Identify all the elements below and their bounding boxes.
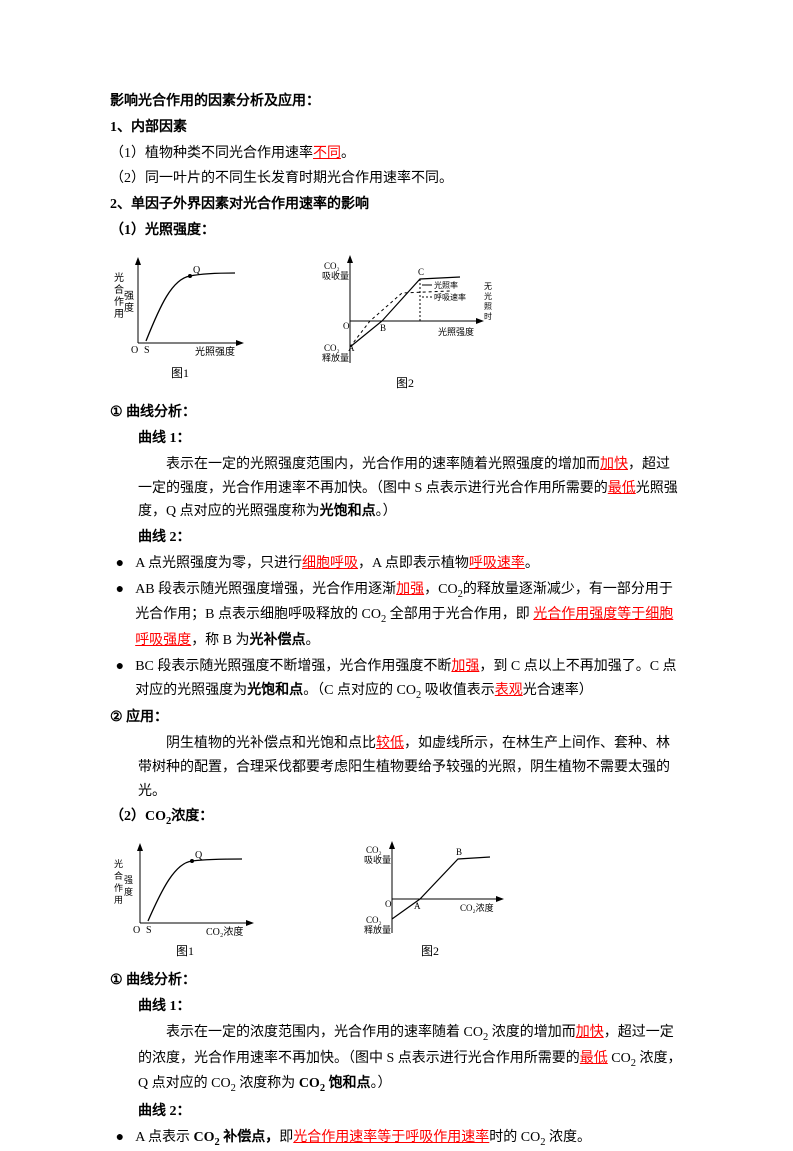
svg-text:度: 度 (124, 886, 133, 897)
svg-text:CO₂: CO₂ (366, 845, 382, 855)
svg-text:吸收量: 吸收量 (322, 270, 349, 281)
chart-2-svg: A B C O CO₂ 吸收量 CO₂ 释放量 光照强度 光照率 呼吸速率 无 … (310, 251, 500, 371)
svg-text:CO₂: CO₂ (324, 343, 340, 353)
curve1-text: 表示在一定的光照强度范围内，光合作用的速率随着光照强度的增加而加快，超过一定的强… (110, 453, 683, 524)
svg-text:C: C (418, 267, 424, 277)
svg-text:O: O (343, 321, 350, 331)
bullet-1: ● A 点光照强度为零，只进行细胞呼吸，A 点即表示植物呼吸速率。 (110, 552, 683, 576)
apply-head: ② 应用： (110, 706, 683, 730)
sec1-p1: （1）植物种类不同光合作用速率不同。 (110, 142, 683, 166)
svg-text:B: B (456, 847, 462, 857)
bullet-icon: ● (110, 1126, 135, 1150)
bullet-icon: ● (110, 552, 135, 576)
y-label: 光 (114, 271, 124, 284)
svg-text:O: O (131, 345, 138, 356)
co2-curve1-head: 曲线 1： (110, 995, 683, 1019)
x-label: CO₂浓度 (206, 925, 243, 938)
svg-text:用: 用 (114, 895, 123, 905)
curve1-head: 曲线 1： (110, 427, 683, 451)
curve2-head: 曲线 2： (110, 526, 683, 550)
svg-text:无: 无 (484, 282, 492, 291)
svg-text:用: 用 (114, 309, 124, 320)
chart-1-svg: Q 光 合 作 用 强 度 O S 光照强度 (110, 251, 250, 361)
chart-3-cap: 图1 (110, 941, 260, 961)
chart-2: A B C O CO₂ 吸收量 CO₂ 释放量 光照强度 光照率 呼吸速率 无 … (310, 251, 500, 393)
bullet-2: ● AB 段表示随光照强度增强，光合作用逐渐加强，CO2的释放量逐渐减少，有一部… (110, 578, 683, 653)
svg-text:Q: Q (195, 850, 203, 861)
sec1-p2: （2）同一叶片的不同生长发育时期光合作用速率不同。 (110, 167, 683, 191)
svg-text:B: B (380, 323, 386, 333)
svg-text:合: 合 (114, 283, 124, 296)
bullet-co2-1: ● A 点表示 CO2 补偿点，即光合作用速率等于呼吸作用速率时的 CO2 浓度… (110, 1126, 683, 1151)
svg-text:作: 作 (114, 296, 124, 308)
chart-1: Q 光 合 作 用 强 度 O S 光照强度 图1 (110, 251, 250, 393)
svg-text:度: 度 (124, 301, 134, 314)
svg-text:光: 光 (114, 858, 123, 869)
chart-4: A B O CO₂ 吸收量 CO₂ 释放量 CO₂浓度 图2 (350, 839, 510, 961)
svg-text:O: O (133, 925, 140, 936)
apply-text: 阴生植物的光补偿点和光饱和点比较低，如虚线所示，在林生产上间作、套种、林带树种的… (110, 732, 683, 803)
hl: 不同 (313, 146, 341, 161)
chart-4-svg: A B O CO₂ 吸收量 CO₂ 释放量 CO₂浓度 (350, 839, 510, 939)
q-label: Q (193, 265, 201, 276)
svg-text:CO₂: CO₂ (366, 915, 382, 925)
svg-text:时: 时 (484, 311, 492, 321)
svg-text:S: S (144, 345, 150, 356)
svg-text:释放量: 释放量 (364, 924, 391, 935)
bullet-3: ● BC 段表示随光照强度不断增强，光合作用强度不断加强，到 C 点以上不再加强… (110, 655, 683, 704)
x-label: 光照强度 (438, 326, 474, 337)
text: （1）植物种类不同光合作用速率 (110, 146, 313, 161)
co2-curve2-head: 曲线 2： (110, 1100, 683, 1124)
sec2-sub1: （1）光照强度： (110, 219, 683, 243)
page-title: 影响光合作用的因素分析及应用： (110, 90, 683, 114)
svg-text:O: O (385, 899, 392, 909)
chart-3: Q 光 合 作 用 强 度 O S CO₂浓度 图1 (110, 839, 260, 961)
charts-row-2: Q 光 合 作 用 强 度 O S CO₂浓度 图1 A B (110, 839, 683, 961)
svg-text:S: S (146, 925, 152, 936)
chart-2-cap: 图2 (310, 373, 500, 393)
co2-curve1-text: 表示在一定的浓度范围内，光合作用的速率随着 CO2 浓度的增加而加快，超过一定的… (110, 1021, 683, 1098)
x-label: CO₂浓度 (460, 902, 494, 913)
chart-3-svg: Q 光 合 作 用 强 度 O S CO₂浓度 (110, 839, 260, 939)
svg-text:强: 强 (124, 875, 133, 885)
svg-text:作: 作 (114, 882, 123, 893)
sec2-sub2: （2）CO2浓度： (110, 805, 683, 831)
svg-text:A: A (348, 343, 355, 353)
svg-text:强: 强 (124, 290, 134, 302)
chart-4-cap: 图2 (350, 941, 510, 961)
svg-text:呼吸速率: 呼吸速率 (434, 292, 466, 302)
document-page: 影响光合作用的因素分析及应用： 1、内部因素 （1）植物种类不同光合作用速率不同… (0, 0, 793, 1122)
svg-text:照: 照 (484, 302, 492, 311)
svg-text:释放量: 释放量 (322, 352, 349, 363)
chart-1-cap: 图1 (110, 363, 250, 383)
svg-text:A: A (414, 901, 421, 911)
x-label: 光照强度 (195, 345, 235, 358)
svg-text:光: 光 (484, 291, 492, 301)
svg-text:CO₂: CO₂ (324, 261, 340, 271)
section-1-head: 1、内部因素 (110, 116, 683, 140)
charts-row-1: Q 光 合 作 用 强 度 O S 光照强度 图1 A (110, 251, 683, 393)
analyze-head-1: ① 曲线分析： (110, 401, 683, 425)
analyze-head-2: ① 曲线分析： (110, 969, 683, 993)
section-2-head: 2、单因子外界因素对光合作用速率的影响 (110, 193, 683, 217)
text: 。 (341, 146, 355, 161)
svg-text:合: 合 (114, 870, 123, 881)
bullet-icon: ● (110, 578, 135, 602)
bullet-icon: ● (110, 655, 135, 679)
svg-text:光照率: 光照率 (434, 280, 458, 290)
svg-text:吸收量: 吸收量 (364, 854, 391, 865)
